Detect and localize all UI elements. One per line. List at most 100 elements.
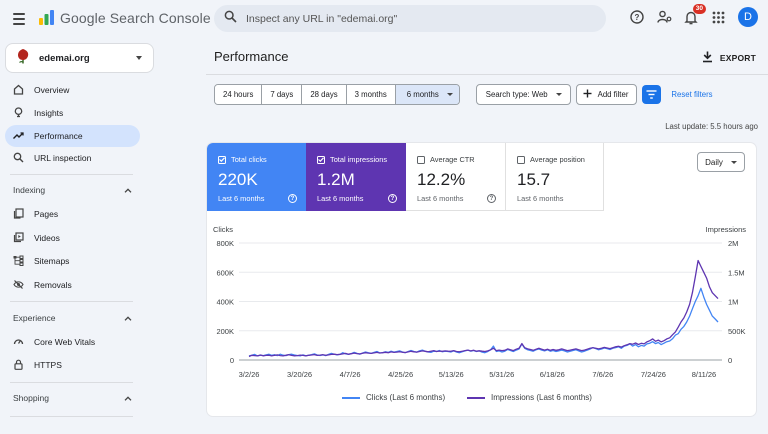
x-tick-label: 5/13/26: [439, 370, 464, 379]
y-tick-label-left: 400K: [216, 298, 234, 307]
sidebar-section-indexing[interactable]: Indexing: [13, 185, 132, 195]
sidebar-item-label: Insights: [34, 108, 64, 118]
sidebar-item-sitemaps[interactable]: Sitemaps: [5, 250, 140, 272]
video-icon: [13, 231, 24, 245]
sidebar-item-label: HTTPS: [34, 360, 62, 370]
legend-label: Impressions (Last 6 months): [491, 393, 592, 402]
metric-average-position[interactable]: Average position 15.7 Last 6 months: [506, 143, 604, 211]
sidebar-item-label: Overview: [34, 85, 70, 95]
performance-chart: Clicks Impressions 0 0 200K 500K 400K 1M 600K 1…: [213, 225, 746, 379]
lock-icon: [13, 359, 24, 372]
checkbox-checked-icon[interactable]: [317, 155, 325, 164]
filter-options-button[interactable]: [642, 85, 662, 104]
main-menu-button[interactable]: [9, 9, 29, 29]
y-tick-label-right: 1M: [728, 298, 738, 307]
sidebar-divider: [10, 382, 133, 383]
chevron-up-icon: [124, 393, 132, 403]
sidebar-item-https[interactable]: HTTPS: [5, 354, 140, 376]
metric-value: 220K: [218, 170, 258, 189]
chevron-down-icon: [730, 160, 737, 164]
notification-badge: 30: [692, 4, 706, 14]
avatar[interactable]: D: [738, 7, 758, 27]
range-3-months[interactable]: 3 months: [346, 85, 396, 104]
range-24-hours[interactable]: 24 hours: [215, 85, 263, 104]
url-inspection-search[interactable]: [214, 5, 606, 32]
range-28-days[interactable]: 28 days: [302, 85, 347, 104]
section-title: Shopping: [13, 393, 49, 403]
notifications-icon[interactable]: 30: [682, 4, 706, 26]
x-tick-label: 3/2/26: [239, 370, 260, 379]
granularity-label: Daily: [705, 157, 723, 167]
sidebar-item-insights[interactable]: Insights: [5, 102, 140, 124]
property-selector[interactable]: edemai.org: [5, 43, 154, 73]
sidebar-item-label: Pages: [34, 209, 59, 219]
metric-period: Last 6 months: [218, 194, 265, 203]
add-filter-button[interactable]: Add filter: [575, 84, 638, 105]
chevron-down-icon: [555, 93, 562, 96]
help-icon[interactable]: ?: [487, 194, 496, 203]
search-icon: [13, 152, 24, 165]
granularity-dropdown[interactable]: Daily: [697, 152, 745, 172]
sidebar-item-pages[interactable]: Pages: [5, 203, 140, 225]
metric-period: Last 6 months: [317, 194, 364, 203]
chevron-down-icon: [136, 56, 142, 60]
metric-value: 12.2%: [417, 170, 466, 189]
sidebar-item-removals[interactable]: Removals: [5, 274, 140, 296]
sidebar-item-label: Core Web Vitals: [34, 337, 96, 347]
x-tick-label: 5/31/26: [489, 370, 514, 379]
y-tick-label-left: 200K: [216, 327, 234, 336]
lightbulb-icon: [13, 106, 24, 120]
section-title: Indexing: [13, 185, 46, 195]
metric-total-impressions[interactable]: Total impressions 1.2M Last 6 months ?: [306, 143, 406, 211]
y-axis-title-left: Clicks: [213, 225, 233, 234]
help-icon[interactable]: ?: [628, 8, 646, 26]
sidebar-section-shopping[interactable]: Shopping: [13, 393, 132, 403]
metric-average-ctr[interactable]: Average CTR 12.2% Last 6 months ?: [406, 143, 506, 211]
metric-label: Total clicks: [231, 155, 267, 164]
search-icon: [224, 10, 237, 28]
metric-label: Total impressions: [330, 155, 388, 164]
date-range-selector: 24 hours 7 days 28 days 3 months 6 month…: [214, 84, 460, 105]
legend-item-clicks[interactable]: Clicks (Last 6 months): [342, 393, 445, 402]
svg-text:?: ?: [635, 13, 640, 22]
metric-total-clicks[interactable]: Total clicks 220K Last 6 months ?: [207, 143, 306, 211]
export-button[interactable]: EXPORT: [702, 51, 756, 65]
checkbox-unchecked-icon[interactable]: [517, 155, 525, 164]
sidebar-item-core-web-vitals[interactable]: Core Web Vitals: [5, 331, 140, 353]
clicks-series-line: [248, 287, 719, 357]
search-type-filter[interactable]: Search type: Web: [475, 84, 571, 105]
metric-value: 15.7: [517, 170, 551, 189]
sitemap-icon: [13, 255, 24, 268]
app-title: Google Search Console: [60, 9, 211, 26]
section-title: Experience: [13, 313, 56, 323]
add-filter-label: Add filter: [597, 90, 629, 99]
help-icon[interactable]: ?: [388, 194, 397, 203]
sidebar-item-label: Performance: [34, 131, 83, 141]
reset-filters-link[interactable]: Reset filters: [671, 90, 713, 99]
range-6-months[interactable]: 6 months: [395, 85, 459, 104]
app-logo[interactable]: Google Search Console: [38, 9, 211, 26]
sidebar-item-videos[interactable]: Videos: [5, 227, 140, 249]
legend-item-impressions[interactable]: Impressions (Last 6 months): [467, 393, 592, 402]
sidebar-item-label: URL inspection: [34, 153, 92, 163]
search-input[interactable]: [246, 12, 566, 25]
range-7-days[interactable]: 7 days: [262, 85, 303, 104]
x-tick-label: 4/7/26: [340, 370, 361, 379]
help-icon[interactable]: ?: [288, 194, 297, 203]
sidebar-section-experience[interactable]: Experience: [13, 313, 132, 323]
x-tick-label: 4/25/26: [388, 370, 413, 379]
sidebar-item-performance[interactable]: Performance: [5, 125, 140, 147]
plus-icon: [583, 89, 592, 100]
manage-users-icon[interactable]: [655, 8, 673, 26]
sidebar-item-overview[interactable]: Overview: [5, 79, 140, 101]
checkbox-checked-icon[interactable]: [218, 155, 226, 164]
apps-grid-icon[interactable]: [709, 8, 727, 26]
checkbox-unchecked-icon[interactable]: [417, 155, 425, 164]
x-tick-label: 8/11/26: [692, 370, 716, 379]
menu-line: [13, 18, 25, 20]
sidebar-item-url-inspection[interactable]: URL inspection: [5, 147, 140, 169]
metric-label: Average position: [530, 155, 585, 164]
y-tick-label-right: 0: [728, 356, 732, 365]
y-tick-label-left: 600K: [216, 268, 234, 277]
header-divider: [206, 74, 768, 75]
